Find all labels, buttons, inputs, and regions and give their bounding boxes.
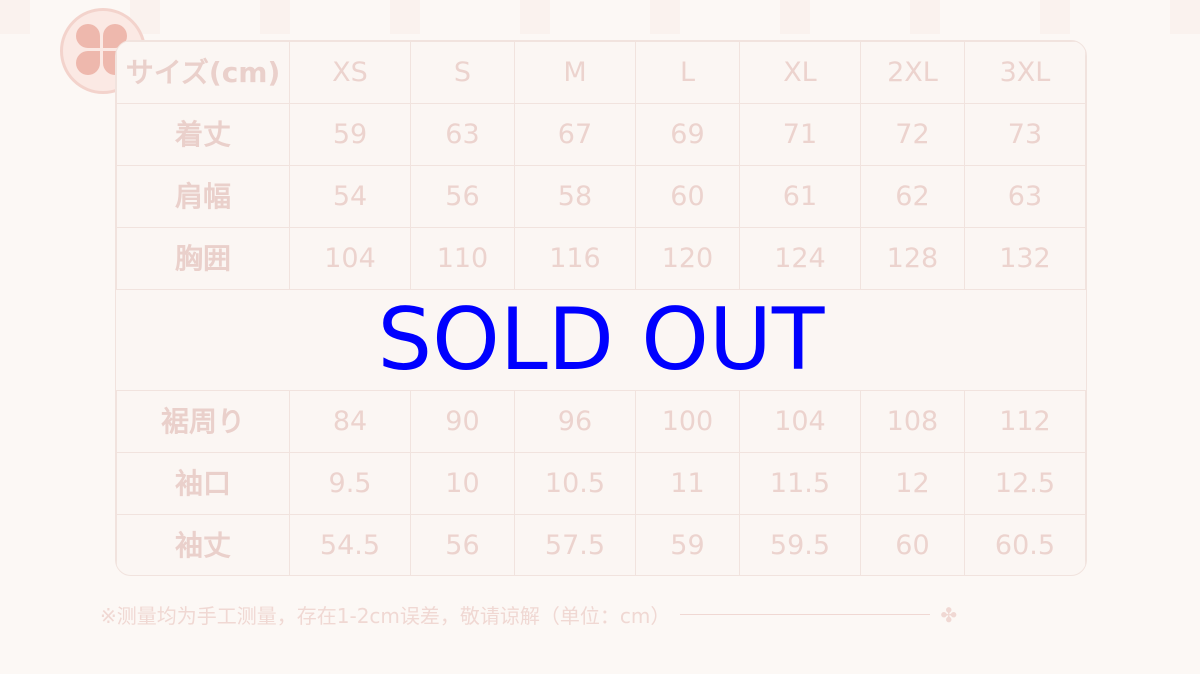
table-cell: 84 [289, 390, 411, 453]
table-cell: XS [289, 41, 411, 104]
table-row: 着丈 59 63 67 69 71 72 73 [116, 103, 1086, 166]
table-cell: L [634, 41, 740, 104]
table-cell: 57.5 [513, 514, 636, 575]
table-row: 裾周り 84 90 96 100 104 108 112 [116, 390, 1086, 453]
table-cell: 108 [859, 390, 965, 453]
table-cell: 10 [409, 452, 515, 515]
table-cell: 56 [409, 514, 515, 575]
table-cell: 124 [738, 227, 861, 290]
table-cell: 69 [634, 103, 740, 166]
table-cell: 60 [634, 165, 740, 228]
decorative-border [0, 0, 1200, 34]
table-cell: 9.5 [289, 452, 411, 515]
table-cell: M [513, 41, 636, 104]
row-label: 裾周り [116, 390, 290, 453]
row-label: サイズ(cm) [116, 41, 290, 104]
table-cell: 116 [513, 227, 636, 290]
table-cell: 54 [289, 165, 411, 228]
table-cell: 58 [513, 165, 636, 228]
sold-out-overlay: SOLD OUT [116, 289, 1086, 391]
table-row: 袖口 9.5 10 10.5 11 11.5 12 12.5 [116, 452, 1086, 515]
table-cell: 2XL [859, 41, 965, 104]
table-cell: 54.5 [289, 514, 411, 575]
table-cell: 112 [963, 390, 1086, 453]
table-cell: 128 [859, 227, 965, 290]
table-cell: 96 [513, 390, 636, 453]
table-row: 肩幅 54 56 58 60 61 62 63 [116, 165, 1086, 228]
table-cell: 110 [409, 227, 515, 290]
table-cell: 71 [738, 103, 861, 166]
table-cell: 60 [859, 514, 965, 575]
flower-icon: ✤ [940, 602, 958, 627]
table-cell: 59 [289, 103, 411, 166]
measurement-note: ※测量均为手工测量，存在1-2cm误差，敬请谅解（单位：cm） ✤ [100, 600, 957, 629]
table-cell: 63 [409, 103, 515, 166]
table-cell: 120 [634, 227, 740, 290]
table-cell: 104 [738, 390, 861, 453]
row-label: 胸囲 [116, 227, 290, 290]
table-cell: 73 [963, 103, 1086, 166]
table-cell: 10.5 [513, 452, 636, 515]
table-cell: 100 [634, 390, 740, 453]
table-cell: 56 [409, 165, 515, 228]
row-label: 袖丈 [116, 514, 290, 575]
table-cell: 11.5 [738, 452, 861, 515]
table-cell: 72 [859, 103, 965, 166]
size-chart: サイズ(cm) XS S M L XL 2XL 3XL 着丈 59 63 67 69 71 72 73 肩幅 54… [115, 40, 1087, 576]
row-label: 肩幅 [116, 165, 290, 228]
table-cell: 3XL [963, 41, 1086, 104]
sold-out-row: SOLD OUT [116, 289, 1086, 391]
table-cell: 63 [963, 165, 1086, 228]
table-cell: 104 [289, 227, 411, 290]
table-cell: 59 [634, 514, 740, 575]
table-row: 袖丈 54.5 56 57.5 59 59.5 60 60.5 [116, 514, 1086, 575]
table-cell: 132 [963, 227, 1086, 290]
table-cell: 62 [859, 165, 965, 228]
row-label: 着丈 [116, 103, 290, 166]
table-cell: XL [738, 41, 861, 104]
divider [680, 614, 931, 615]
table-cell: 67 [513, 103, 636, 166]
table-cell: 61 [738, 165, 861, 228]
header-row: サイズ(cm) XS S M L XL 2XL 3XL [116, 41, 1086, 104]
row-label: 袖口 [116, 452, 290, 515]
size-table: サイズ(cm) XS S M L XL 2XL 3XL 着丈 59 63 67 69 71 72 73 肩幅 54… [116, 41, 1086, 575]
table-cell: 60.5 [963, 514, 1086, 575]
table-cell: 12.5 [963, 452, 1086, 515]
table-cell: 90 [409, 390, 515, 453]
table-cell: 12 [859, 452, 965, 515]
table-cell: 11 [634, 452, 740, 515]
table-cell: S [409, 41, 515, 104]
table-cell: 59.5 [738, 514, 861, 575]
table-row: 胸囲 104 110 116 120 124 128 132 [116, 227, 1086, 290]
note-text: ※测量均为手工测量，存在1-2cm误差，敬请谅解（单位：cm） [100, 604, 671, 628]
